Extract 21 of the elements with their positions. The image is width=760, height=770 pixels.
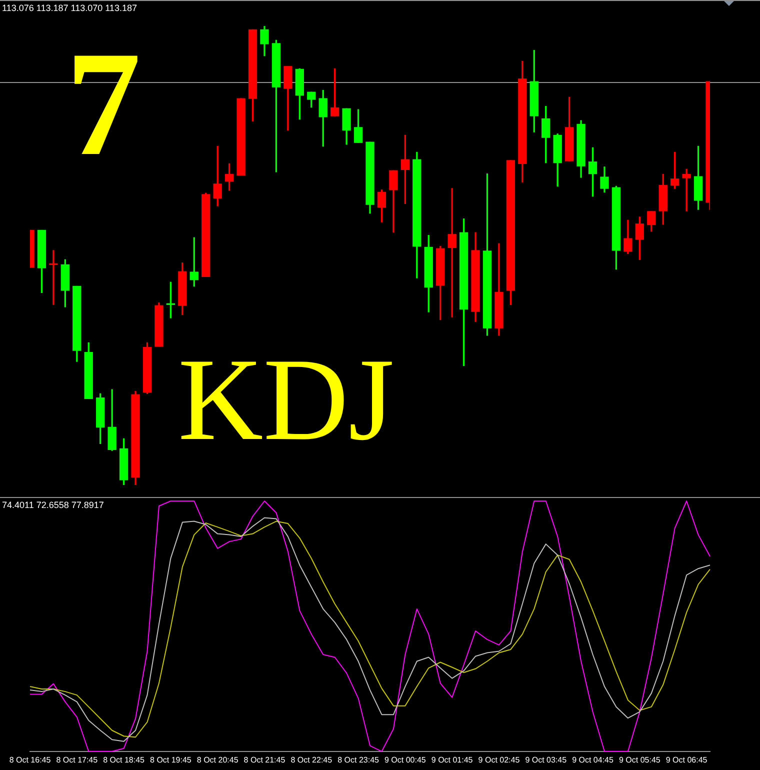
x-tick-label: 9 Oct 01:45 [431, 755, 474, 764]
x-tick-label: 8 Oct 20:45 [196, 755, 239, 764]
x-tick-label: 8 Oct 18:45 [103, 755, 146, 764]
x-tick-label: 8 Oct 21:45 [244, 755, 286, 764]
x-tick-label: 9 Oct 05:45 [618, 755, 661, 764]
x-tick-label: 9 Oct 02:45 [478, 755, 520, 764]
candlestick [682, 168, 691, 212]
candlestick [49, 250, 58, 305]
x-tick-label: 8 Oct 17:45 [56, 755, 98, 764]
x-tick-label: 8 Oct 23:45 [338, 755, 380, 764]
x-tick-label: 9 Oct 03:45 [525, 755, 568, 764]
candlestick [448, 188, 456, 318]
text: 113.076 113.187 113.070 113.187 [2, 3, 137, 13]
x-tick-label: 9 Oct 00:45 [384, 755, 426, 764]
x-tick-label: 8 Oct 19:45 [150, 755, 192, 764]
x-tick-label: 8 Oct 22:45 [290, 755, 333, 764]
annotation: KDJ [178, 334, 394, 465]
annotation: 74.4011 72.6558 77.8917 [2, 500, 104, 510]
x-tick-label: 9 Oct 06:45 [666, 755, 708, 764]
x-tick-label: 9 Oct 04:45 [572, 755, 614, 764]
x-tick-label: 8 Oct 16:45 [9, 755, 52, 764]
